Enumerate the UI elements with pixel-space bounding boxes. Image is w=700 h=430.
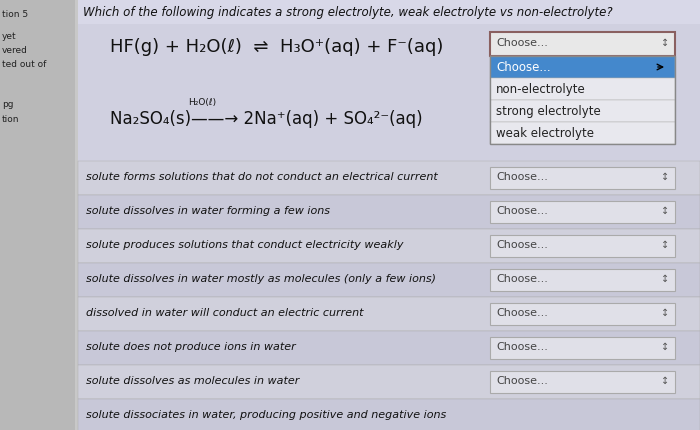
FancyBboxPatch shape [490, 303, 675, 325]
Text: vered: vered [2, 46, 28, 55]
Text: tion 5: tion 5 [2, 10, 28, 19]
Text: Choose...: Choose... [496, 273, 548, 283]
Text: ↕: ↕ [661, 206, 669, 215]
Text: dissolved in water will conduct an electric current: dissolved in water will conduct an elect… [86, 307, 363, 317]
Text: Choose...: Choose... [496, 307, 548, 317]
FancyBboxPatch shape [490, 371, 675, 393]
Text: tion: tion [2, 115, 20, 124]
Text: HF(g) + H₂O(ℓ)  ⇌  H₃O⁺(aq) + F⁻(aq): HF(g) + H₂O(ℓ) ⇌ H₃O⁺(aq) + F⁻(aq) [110, 38, 443, 56]
Text: non-electrolyte: non-electrolyte [496, 83, 586, 96]
FancyBboxPatch shape [78, 399, 700, 430]
Text: weak electrolyte: weak electrolyte [496, 127, 594, 140]
Text: ↕: ↕ [661, 307, 669, 317]
Text: ↕: ↕ [661, 172, 669, 181]
FancyBboxPatch shape [78, 196, 700, 230]
FancyBboxPatch shape [78, 25, 700, 184]
FancyBboxPatch shape [490, 269, 675, 291]
Text: ted out of: ted out of [2, 60, 46, 69]
Text: Choose...: Choose... [496, 38, 548, 48]
FancyBboxPatch shape [490, 33, 675, 57]
FancyBboxPatch shape [490, 337, 675, 359]
Text: Choose...: Choose... [496, 240, 548, 249]
FancyBboxPatch shape [490, 79, 675, 101]
Text: Choose...: Choose... [496, 375, 548, 385]
Text: Choose...: Choose... [496, 341, 548, 351]
Text: H₂O(ℓ): H₂O(ℓ) [188, 98, 216, 107]
Text: solute dissolves as molecules in water: solute dissolves as molecules in water [86, 375, 300, 385]
Text: Choose...: Choose... [496, 172, 548, 181]
FancyBboxPatch shape [78, 162, 700, 196]
Text: solute dissolves in water mostly as molecules (only a few ions): solute dissolves in water mostly as mole… [86, 273, 436, 283]
Text: ↕: ↕ [661, 273, 669, 283]
Text: solute dissolves in water forming a few ions: solute dissolves in water forming a few … [86, 206, 330, 215]
FancyBboxPatch shape [78, 297, 700, 331]
FancyBboxPatch shape [78, 264, 700, 297]
Text: ↕: ↕ [661, 375, 669, 385]
FancyBboxPatch shape [490, 236, 675, 258]
FancyBboxPatch shape [78, 331, 700, 365]
Text: solute produces solutions that conduct electricity weakly: solute produces solutions that conduct e… [86, 240, 403, 249]
FancyBboxPatch shape [78, 365, 700, 399]
Text: ↕: ↕ [661, 341, 669, 351]
Text: solute forms solutions that do not conduct an electrical current: solute forms solutions that do not condu… [86, 172, 438, 181]
Text: Choose...: Choose... [496, 206, 548, 215]
Text: strong electrolyte: strong electrolyte [496, 105, 601, 118]
Text: yet: yet [2, 32, 17, 41]
FancyBboxPatch shape [78, 230, 700, 264]
FancyBboxPatch shape [0, 0, 75, 430]
FancyBboxPatch shape [490, 168, 675, 190]
Text: ↕: ↕ [661, 240, 669, 249]
FancyBboxPatch shape [78, 0, 700, 430]
FancyBboxPatch shape [490, 123, 675, 144]
Text: pg: pg [2, 100, 13, 109]
Text: Na₂SO₄(s)——→ 2Na⁺(aq) + SO₄²⁻(aq): Na₂SO₄(s)——→ 2Na⁺(aq) + SO₄²⁻(aq) [110, 110, 423, 128]
Text: Choose...: Choose... [496, 61, 551, 74]
Text: Which of the following indicates a strong electrolyte, weak electrolyte vs non-e: Which of the following indicates a stron… [83, 6, 612, 19]
FancyBboxPatch shape [490, 101, 675, 123]
Text: solute dissociates in water, producing positive and negative ions: solute dissociates in water, producing p… [86, 409, 447, 419]
Text: solute does not produce ions in water: solute does not produce ions in water [86, 341, 295, 351]
FancyBboxPatch shape [490, 57, 675, 79]
FancyBboxPatch shape [490, 202, 675, 224]
Text: ↕: ↕ [661, 38, 669, 48]
